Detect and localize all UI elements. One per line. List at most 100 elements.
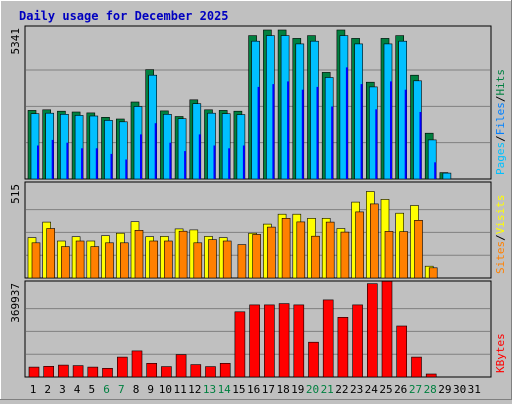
bar-kbytes-day-13 <box>205 366 216 378</box>
bar-files-day-28 <box>427 139 437 180</box>
x-tick-label-day-31: 31 <box>468 383 481 396</box>
x-tick-label-day-21: 21 <box>321 383 334 396</box>
bar-sites-day-13 <box>208 239 217 279</box>
bar-sites-day-12 <box>193 242 203 279</box>
legend-label-visits: Sites/Visits <box>494 195 507 275</box>
bar-pages-day-27 <box>419 112 422 179</box>
bar-sites-day-3 <box>61 246 70 279</box>
bar-sites-day-20 <box>311 235 320 279</box>
legend-separator: / <box>494 135 507 142</box>
bar-pages-day-9 <box>154 123 157 179</box>
x-tick-label-day-18: 18 <box>276 383 289 396</box>
bar-sites-day-1 <box>31 242 41 279</box>
x-tick-label-day-27: 27 <box>409 383 422 396</box>
bar-sites-day-2 <box>46 228 56 279</box>
bar-pages-day-25 <box>390 81 392 179</box>
bar-kbytes-day-25 <box>381 280 393 378</box>
bar-kbytes-day-8 <box>131 350 143 378</box>
bar-kbytes-day-17 <box>264 304 275 378</box>
bar-pages-day-22 <box>345 67 348 179</box>
x-tick-label-day-19: 19 <box>291 383 304 396</box>
bar-kbytes-day-21 <box>322 299 334 378</box>
legend-label-hits: Pages/Files/Hits <box>494 69 507 175</box>
bar-pages-day-18 <box>287 81 290 179</box>
bar-pages-day-15 <box>242 145 245 179</box>
x-tick-label-day-1: 1 <box>30 383 37 396</box>
bar-files-day-7 <box>119 121 128 180</box>
bar-sites-day-15 <box>237 244 247 279</box>
bar-pages-day-21 <box>331 106 334 179</box>
bar-pages-day-20 <box>316 86 319 179</box>
x-tick-label-day-6: 6 <box>103 383 110 396</box>
bar-sites-day-16 <box>252 234 261 279</box>
x-tick-label-day-9: 9 <box>147 383 154 396</box>
bar-pages-day-6 <box>110 153 113 179</box>
bar-pages-day-19 <box>301 89 304 179</box>
x-tick-label-day-30: 30 <box>453 383 466 396</box>
bar-kbytes-day-23 <box>352 304 363 378</box>
legend-files: Files <box>494 102 507 135</box>
bar-sites-day-14 <box>222 240 232 279</box>
bar-files-day-29 <box>442 172 452 180</box>
bar-pages-day-26 <box>404 89 407 179</box>
bar-sites-day-27 <box>414 220 423 279</box>
x-tick-label-day-23: 23 <box>350 383 363 396</box>
bar-sites-day-7 <box>120 242 129 279</box>
bar-sites-day-26 <box>399 231 409 279</box>
panel-kbytes: 369937 KBytes <box>9 280 507 378</box>
x-tick-label-day-13: 13 <box>203 383 216 396</box>
bar-kbytes-day-28 <box>425 373 437 378</box>
bar-files-day-4 <box>74 115 84 180</box>
ymax-label-kbytes: 369937 <box>9 283 22 323</box>
x-tick-label-day-11: 11 <box>173 383 186 396</box>
bar-kbytes-day-19 <box>293 304 305 378</box>
chart-title: Daily usage for December 2025 <box>19 9 229 23</box>
x-tick-label-day-3: 3 <box>59 383 66 396</box>
bar-sites-day-4 <box>75 240 85 279</box>
x-tick-label-day-29: 29 <box>438 383 451 396</box>
bar-files-day-6 <box>104 120 113 180</box>
bar-kbytes-day-1 <box>28 366 40 378</box>
x-tick-label-day-20: 20 <box>306 383 319 396</box>
bar-kbytes-day-10 <box>161 366 172 378</box>
x-tick-label-day-25: 25 <box>379 383 392 396</box>
panel-visits: 515 Sites/Visits <box>9 181 507 279</box>
bar-kbytes-day-3 <box>58 364 69 378</box>
x-tick-label-day-17: 17 <box>262 383 275 396</box>
bar-sites-day-23 <box>355 211 364 279</box>
bar-sites-day-25 <box>384 231 394 279</box>
bar-kbytes-day-22 <box>337 316 349 378</box>
bar-pages-day-17 <box>272 84 275 179</box>
bar-files-day-14 <box>221 113 231 180</box>
bar-pages-day-12 <box>198 134 201 179</box>
bar-pages-day-23 <box>360 84 363 179</box>
x-tick-label-day-4: 4 <box>74 383 81 396</box>
bar-pages-day-11 <box>184 151 187 179</box>
bar-kbytes-day-9 <box>146 362 157 378</box>
chart-panels: 5341Pages/Files/Hits515Sites/Visits36993… <box>9 25 507 378</box>
bar-pages-day-5 <box>95 148 98 179</box>
bar-pages-day-24 <box>375 109 378 179</box>
bar-sites-day-9 <box>149 240 158 279</box>
bar-kbytes-day-14 <box>219 362 231 378</box>
bar-kbytes-day-26 <box>396 325 408 378</box>
bar-kbytes-day-2 <box>43 365 55 378</box>
ymax-label-hits: 5341 <box>9 28 22 55</box>
bar-sites-day-28 <box>428 267 438 279</box>
x-tick-label-day-24: 24 <box>365 383 379 396</box>
bar-kbytes-day-16 <box>249 304 260 378</box>
bar-kbytes-day-5 <box>87 366 99 378</box>
legend-label-kbytes: KBytes <box>494 333 507 373</box>
bar-sites-day-10 <box>164 240 173 279</box>
x-tick-label-day-10: 10 <box>159 383 172 396</box>
bar-sites-day-5 <box>90 246 100 279</box>
bar-kbytes-day-18 <box>278 303 290 378</box>
x-tick-label-day-14: 14 <box>218 383 232 396</box>
legend-hits: Hits <box>494 69 507 96</box>
bar-sites-day-11 <box>178 230 188 279</box>
bar-sites-day-6 <box>105 242 114 279</box>
bar-pages-day-3 <box>66 142 69 179</box>
x-tick-label-day-28: 28 <box>424 383 437 396</box>
bar-pages-day-10 <box>169 142 172 179</box>
ymax-label-visits: 515 <box>9 184 22 204</box>
